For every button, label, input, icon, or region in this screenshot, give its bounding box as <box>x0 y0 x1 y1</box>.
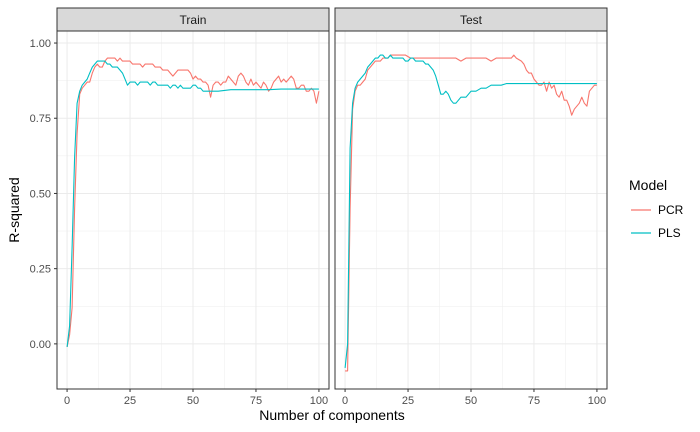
x-tick-label: 50 <box>187 395 199 407</box>
y-axis-title: R-squared <box>6 177 22 242</box>
y-tick-label: 0.25 <box>30 264 51 276</box>
x-tick-label: 75 <box>250 395 262 407</box>
series-line-pcr <box>66 57 320 348</box>
facet-strip-label: Train <box>180 13 207 27</box>
legend-label-pcr: PCR <box>658 203 684 217</box>
y-tick-label: 1.00 <box>30 38 51 50</box>
x-axis-title: Number of components <box>259 407 405 423</box>
series-line-pcr <box>345 54 597 372</box>
x-tick-label: 25 <box>402 395 414 407</box>
x-tick-label: 25 <box>124 395 136 407</box>
series-line-pls <box>344 54 597 368</box>
y-tick-label: 0.50 <box>30 188 51 200</box>
y-tick-label: 0.75 <box>30 113 51 125</box>
x-tick-label: 75 <box>528 395 540 407</box>
x-tick-label: 100 <box>588 395 606 407</box>
legend-title: Model <box>629 177 667 193</box>
x-tick-label: 0 <box>342 395 348 407</box>
facet-strip-label: Test <box>460 13 483 27</box>
y-tick-label: 0.00 <box>30 339 51 351</box>
x-tick-label: 50 <box>465 395 477 407</box>
x-tick-label: 0 <box>64 395 70 407</box>
x-tick-label: 100 <box>310 395 328 407</box>
legend-label-pls: PLS <box>658 226 681 240</box>
series-line-pls <box>66 60 319 347</box>
